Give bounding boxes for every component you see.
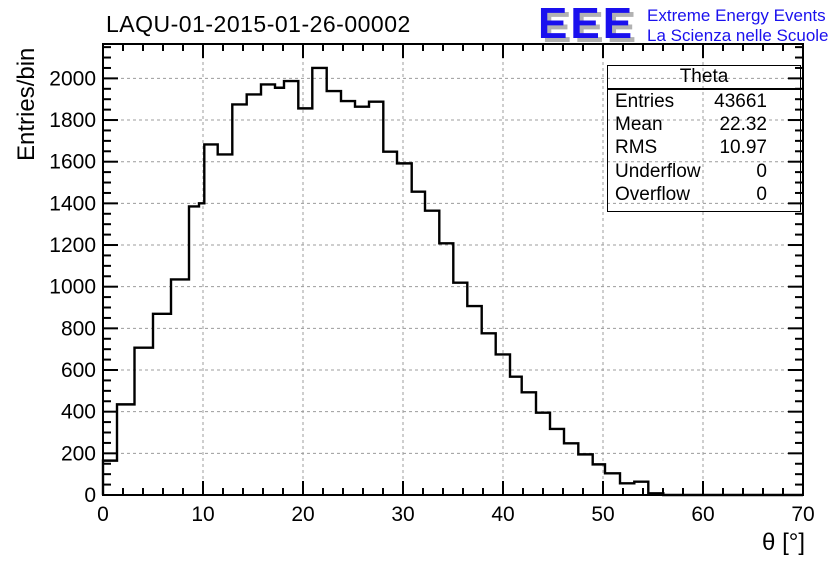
y-tick-label: 1200 bbox=[49, 234, 96, 257]
stats-value: 22.32 bbox=[719, 114, 767, 136]
x-tick-label: 40 bbox=[491, 503, 514, 526]
y-tick-label: 1400 bbox=[49, 192, 96, 215]
x-tick-label: 50 bbox=[591, 503, 614, 526]
y-tick-label: 1000 bbox=[49, 276, 96, 299]
stats-row: Mean 22.32 bbox=[608, 113, 800, 136]
stats-label: Underflow bbox=[615, 160, 701, 182]
stats-row: RMS 10.97 bbox=[608, 136, 800, 159]
stats-box: Theta Entries 43661 Mean 22.32 RMS 10.97… bbox=[607, 65, 801, 212]
plot-title: LAQU-01-2015-01-26-00002 bbox=[106, 11, 411, 37]
stats-box-title: Theta bbox=[608, 66, 800, 90]
x-tick-label: 20 bbox=[291, 503, 314, 526]
y-tick-label: 0 bbox=[84, 484, 96, 507]
stats-rows: Entries 43661 Mean 22.32 RMS 10.97 Under… bbox=[608, 90, 800, 206]
y-tick-label: 800 bbox=[61, 317, 96, 340]
eee-logo-acronym: EEE bbox=[538, 0, 636, 48]
stats-label: RMS bbox=[615, 137, 658, 159]
eee-logo-text: Extreme Energy Events La Scienza nelle S… bbox=[647, 6, 828, 46]
x-tick-label: 70 bbox=[791, 503, 814, 526]
y-tick-label: 1800 bbox=[49, 109, 96, 132]
x-axis-title: θ [°] bbox=[762, 529, 805, 556]
y-tick-label: 200 bbox=[61, 442, 96, 465]
stats-value: 43661 bbox=[714, 91, 767, 112]
y-axis-title: Entries/bin bbox=[13, 47, 40, 161]
x-tick-label: 30 bbox=[391, 503, 414, 526]
stats-row: Overflow 0 bbox=[608, 183, 800, 206]
plot-frame bbox=[102, 43, 804, 496]
x-tick-label: 60 bbox=[691, 503, 714, 526]
stats-label: Mean bbox=[615, 114, 663, 136]
eee-logo-line1: Extreme Energy Events bbox=[647, 6, 826, 25]
eee-logo: EEE Extreme Energy Events La Scienza nel… bbox=[538, 2, 829, 46]
x-tick-label: 0 bbox=[97, 503, 109, 526]
stats-value: 0 bbox=[756, 183, 767, 205]
stats-value: 0 bbox=[756, 160, 767, 182]
y-tick-label: 400 bbox=[61, 401, 96, 424]
eee-logo-line2: La Scienza nelle Scuole bbox=[647, 26, 829, 45]
stats-value: 10.97 bbox=[719, 137, 767, 159]
stats-label: Overflow bbox=[615, 183, 690, 205]
y-tick-label: 600 bbox=[61, 359, 96, 382]
stats-row: Underflow 0 bbox=[608, 160, 800, 183]
stats-row: Entries 43661 bbox=[608, 90, 800, 113]
y-tick-label: 1600 bbox=[49, 151, 96, 174]
stats-label: Entries bbox=[615, 91, 675, 112]
histogram-line bbox=[101, 66, 803, 497]
x-tick-label: 10 bbox=[191, 503, 214, 526]
y-tick-label: 2000 bbox=[49, 67, 96, 90]
